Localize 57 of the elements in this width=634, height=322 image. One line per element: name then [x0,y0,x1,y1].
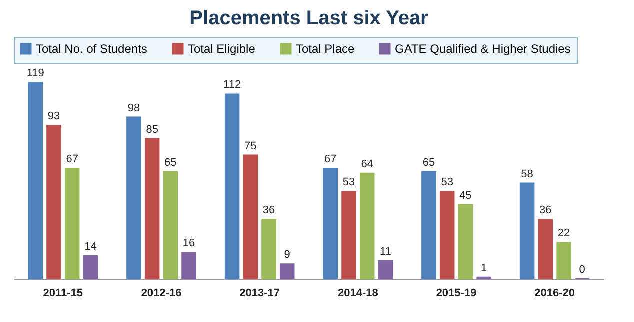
bar [83,255,98,280]
data-label: 53 [342,176,356,189]
legend-label: Total No. of Students [36,42,148,56]
data-label: 14 [84,240,97,253]
data-label: 64 [361,158,374,170]
bar [28,82,44,280]
data-label: 53 [441,176,454,189]
data-label: 36 [540,204,552,217]
bar [378,260,394,280]
chart-title: Placements Last six Year [190,8,429,30]
x-tick-label: 2012-16 [141,288,182,300]
data-label: 93 [48,110,60,123]
legend-label: Total Eligible [188,42,256,56]
legend-label: Total Place [296,42,356,56]
bar [520,182,535,280]
bar [342,191,356,280]
bar [46,125,62,280]
data-label: 67 [324,153,337,166]
data-label: 112 [224,79,242,92]
bar [280,264,295,280]
data-label: 58 [521,168,534,180]
bar [422,171,436,280]
x-tick-label: 2011-15 [43,288,84,300]
x-tick-label: 2016-20 [534,288,576,300]
data-label: 0 [579,264,586,276]
data-label: 9 [284,249,290,262]
bar [323,168,338,280]
bar [538,219,554,280]
bar [64,168,80,280]
bar [163,171,178,280]
x-tick-label: 2014-18 [338,288,378,300]
bar [182,252,196,280]
data-label: 65 [164,156,177,169]
bar [440,191,455,280]
bar [126,116,142,280]
bar [224,94,240,280]
data-label: 1 [480,262,488,274]
x-tick-label: 2015-19 [436,288,477,300]
bar [360,172,375,280]
data-label: 65 [422,156,436,169]
data-label: 11 [380,246,392,258]
data-label: 16 [182,238,196,250]
data-label: 98 [128,102,140,114]
legend-label: GATE Qualified & Higher Studies [395,42,571,56]
bar [262,219,276,280]
bar [144,138,160,280]
bar [243,154,258,280]
data-label: 75 [244,140,257,152]
data-label: 119 [26,68,44,80]
data-label: 36 [262,204,276,217]
data-label: 67 [66,153,78,166]
bar [458,204,474,280]
x-tick-label: 2013-17 [240,288,280,300]
data-label: 45 [460,190,472,202]
data-label: 85 [146,124,158,136]
data-label: 22 [558,228,570,240]
bar [556,242,572,280]
